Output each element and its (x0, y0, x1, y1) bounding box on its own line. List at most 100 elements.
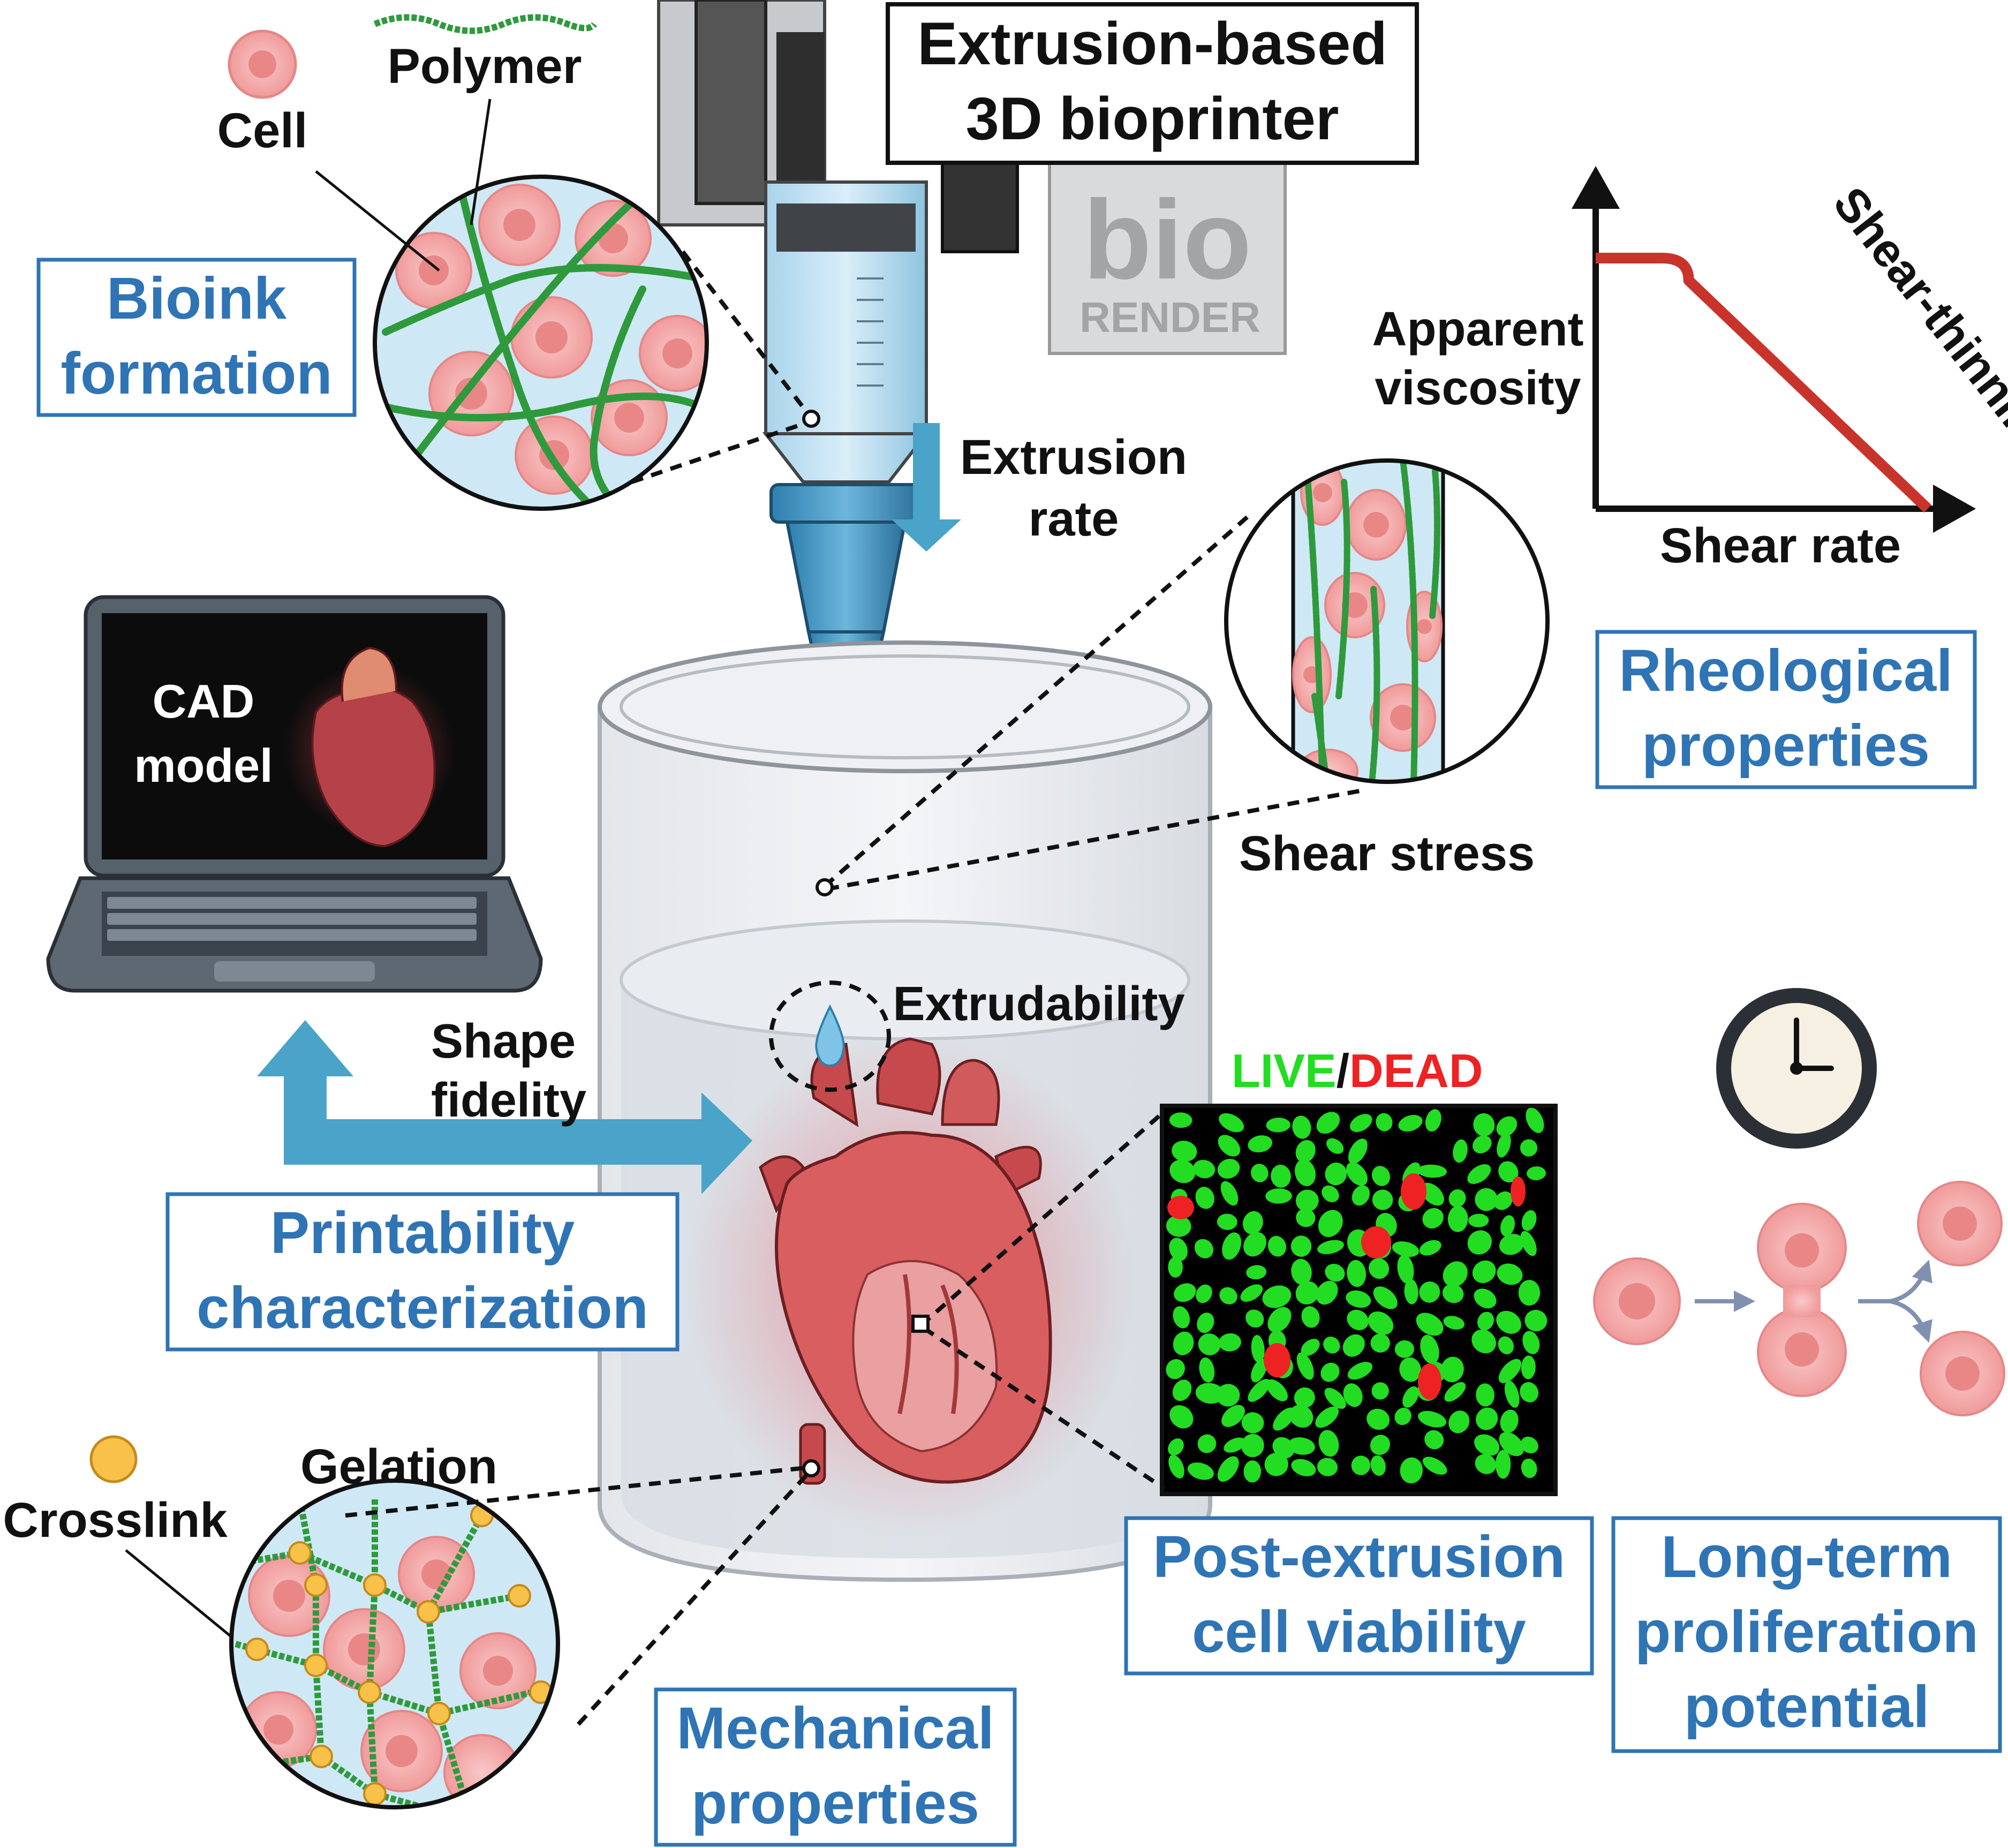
live-cell (1419, 1281, 1440, 1303)
svg-text:Bioink: Bioink (107, 266, 287, 331)
live-cell (1197, 1313, 1214, 1333)
live-cell (1444, 1382, 1466, 1402)
live-cell (1219, 1333, 1241, 1352)
svg-text:Mechanical: Mechanical (676, 1695, 994, 1761)
viability-zoom-line-2 (922, 1326, 1166, 1491)
live-cell (1520, 1382, 1539, 1402)
live-cell (1317, 1458, 1338, 1476)
gel-zoom-line-1 (345, 1465, 812, 1518)
live-cell (1315, 1406, 1339, 1428)
live-cell (1347, 1259, 1366, 1287)
live-cell (1520, 1139, 1538, 1157)
live-cell (1262, 1285, 1292, 1308)
series-label-shear-thinning: Shear-thinning (1823, 177, 2008, 472)
live-cell (1267, 1307, 1292, 1333)
live-cell (1291, 1459, 1316, 1476)
live-cell (1251, 1334, 1265, 1363)
live-cell (1197, 1434, 1217, 1453)
live-cell (1348, 1138, 1368, 1164)
live-cell (1472, 1260, 1496, 1283)
live-cell (1326, 1138, 1344, 1154)
live-cell (1420, 1334, 1439, 1364)
heart-icon (685, 1034, 1135, 1537)
live-cell (1498, 1359, 1522, 1383)
live-cell (1301, 1306, 1320, 1328)
svg-text:proliferation: proliferation (1635, 1599, 1979, 1665)
live-cell (1289, 1405, 1313, 1428)
svg-text:Long-term: Long-term (1661, 1524, 1952, 1590)
live-cell (1498, 1161, 1519, 1183)
live-cell (1399, 1357, 1421, 1382)
live-cell (1442, 1284, 1464, 1303)
cad-label-2: model (134, 739, 273, 792)
live-cell (1496, 1310, 1521, 1334)
extrusion-rate-label-1: Extrusion (960, 430, 1187, 485)
live-cell (1526, 1107, 1544, 1133)
long-term-box: Long-term proliferation potential (1611, 1516, 2002, 1753)
live-cell (1497, 1133, 1511, 1158)
live-cell (1352, 1185, 1370, 1206)
heart-base-zoom-point (802, 1459, 820, 1477)
live-cell (1376, 1113, 1393, 1132)
live-cell (1320, 1362, 1340, 1382)
slash-label: / (1337, 1044, 1349, 1097)
live-cell (1166, 1359, 1185, 1379)
cell-pointer (315, 170, 440, 271)
live-cell (1475, 1454, 1497, 1474)
live-label: LIVE (1232, 1044, 1337, 1097)
live-cell (1318, 1210, 1343, 1238)
svg-text:potential: potential (1684, 1674, 1929, 1740)
live-cell (1216, 1384, 1240, 1407)
live-cell (1194, 1239, 1213, 1258)
live-cell (1172, 1141, 1197, 1162)
live-cell (1477, 1311, 1494, 1331)
svg-text:formation: formation (61, 341, 332, 406)
dead-cells (1167, 1173, 1526, 1400)
svg-text:3D bioprinter: 3D bioprinter (966, 85, 1339, 152)
live-cell (1324, 1387, 1346, 1409)
live-cell (1240, 1284, 1263, 1302)
crosslink-label: Crosslink (3, 1493, 228, 1548)
shear-zoom-line-2 (827, 788, 1366, 891)
extrudability-label: Extrudability (893, 977, 1184, 1031)
live-cell (1474, 1288, 1497, 1309)
syringe-zoom-point (802, 410, 820, 428)
live-cell (1219, 1113, 1244, 1133)
live-cell (1187, 1462, 1214, 1480)
live-cell (1196, 1284, 1212, 1303)
live-cell (1500, 1215, 1515, 1236)
live-cell (1394, 1340, 1414, 1358)
live-cell (1218, 1135, 1241, 1157)
live-cell (1347, 1309, 1369, 1330)
live-cell (1351, 1455, 1371, 1475)
live-cell (1295, 1189, 1319, 1212)
polymer-icon (373, 14, 597, 34)
live-cell (1248, 1135, 1272, 1153)
droplet (769, 980, 891, 1092)
live-cell (1372, 1189, 1393, 1210)
live-cell (1294, 1387, 1315, 1408)
live-cell (1342, 1334, 1365, 1357)
live-cell (1169, 1112, 1192, 1128)
live-cell (1323, 1336, 1340, 1354)
live-cell (1169, 1159, 1196, 1183)
rheological-properties-box: Rheological properties (1595, 630, 1977, 789)
live-cell (1518, 1280, 1541, 1306)
live-cell (1243, 1232, 1266, 1257)
live-cell (1168, 1454, 1184, 1479)
live-cell (1475, 1188, 1498, 1211)
live-cell (1440, 1356, 1464, 1383)
live-cell (1243, 1460, 1262, 1483)
bioink-zoom-line-2 (631, 421, 807, 484)
live-cell (1219, 1287, 1237, 1304)
live-cell (1317, 1240, 1344, 1254)
polymer-label: Polymer (387, 39, 582, 94)
live-cell (1371, 1166, 1391, 1186)
live-cell (1418, 1410, 1446, 1428)
bioink-zoom-line-1 (681, 250, 813, 419)
live-cell (1402, 1386, 1419, 1408)
biorender-logo: bio RENDER (1080, 177, 1260, 341)
live-cell (1221, 1405, 1245, 1427)
bioink-circle (373, 175, 709, 511)
live-cell (1524, 1310, 1547, 1332)
